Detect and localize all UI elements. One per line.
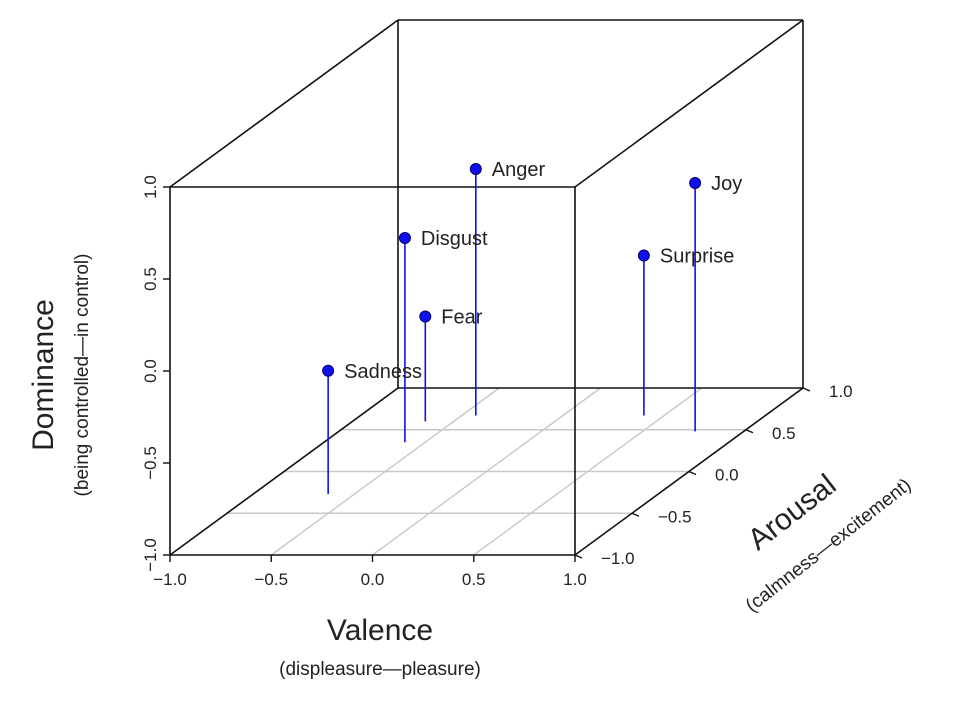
y-tick-mark [574,554,583,559]
point-sadness [322,364,335,377]
x-axis-subtitle: (displeasure—pleasure) [279,659,481,680]
box-edge [574,19,804,188]
point-fear [419,310,432,323]
z-axis-subtitle: (being controlled—in control) [72,254,93,497]
x-tick-label: 0.0 [361,570,385,589]
point-disgust [398,232,411,245]
point-label-sadness: Sadness [344,361,422,383]
x-axis-title: Valence [327,614,433,647]
point-anger [469,162,482,175]
y-tick-label: −0.5 [658,507,692,526]
point-label-joy: Joy [711,173,742,195]
y-tick-label: 0.5 [772,424,796,443]
z-tick-label: −1.0 [141,538,160,572]
y-tick-mark [631,512,640,517]
y-tick-label: 1.0 [829,382,853,401]
y-tick-mark [802,387,811,392]
x-tick-label: −0.5 [254,570,288,589]
y-tick-mark [688,470,697,476]
z-tick-label: 0.5 [141,267,160,291]
point-label-disgust: Disgust [421,228,488,250]
z-tick-label: 0.0 [141,359,160,383]
box-edge [169,19,399,188]
z-axis-title: Dominance [27,299,60,451]
x-tick-label: 1.0 [563,570,587,589]
bounding-box [169,19,804,556]
z-tick-label: 1.0 [141,175,160,199]
z-tick-label: −0.5 [141,446,160,480]
point-label-fear: Fear [441,307,482,329]
x-tick-label: 0.5 [462,570,486,589]
floor-grid [227,387,746,556]
point-joy [689,177,702,190]
point-label-surprise: Surprise [660,245,734,267]
point-surprise [637,249,650,262]
box-edge [169,387,399,556]
data-points: Anger Disgust Fear Sadness Surprise Joy [322,159,742,383]
axis-ticks: −1.0 −0.5 0.0 0.5 1.0 −1.0 −0.5 0.0 0.5 1.0 −1.0 −0… [141,175,853,589]
y-tick-mark [745,429,754,434]
y-tick-label: 0.0 [715,466,739,485]
y-tick-label: −1.0 [601,549,635,568]
x-tick-label: −1.0 [153,570,187,589]
point-label-anger: Anger [492,159,546,181]
drop-lines [327,168,696,495]
